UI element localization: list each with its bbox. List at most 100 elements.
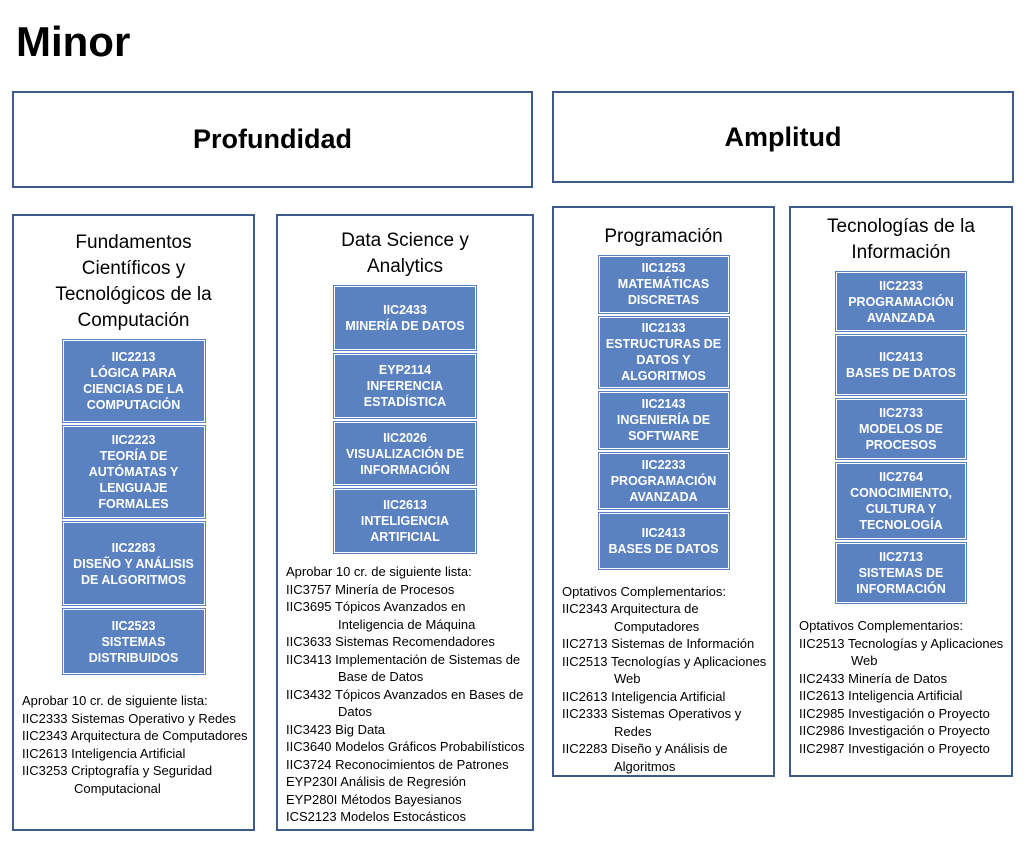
course-box: IIC2613 INTELIGENCIA ARTIFICIAL [333, 488, 477, 554]
item-name: Investigación o Proyecto [848, 705, 990, 721]
item-code: EYP280I [286, 791, 338, 807]
course-box: IIC2733 MODELOS DE PROCESOS [835, 398, 967, 460]
group-header: Amplitud [552, 91, 1014, 183]
item-code: EYP230I [286, 774, 338, 789]
course-name: PROGRAMACIÓN AVANZADA [848, 294, 954, 325]
course-name: INFERENCIA ESTADÍSTICA [363, 379, 447, 409]
item-code: IIC3423 [286, 721, 332, 737]
course-box: IIC2133 ESTRUCTURAS DE DATOS Y ALGORITMOS [597, 315, 730, 389]
course-name: BASES DE DATOS [608, 541, 719, 556]
item-name: Investigación o Proyecto [848, 723, 990, 738]
item-code: IIC3413 [286, 651, 332, 667]
course-name: MINERÍA DE DATOS [345, 319, 465, 333]
item-name: Investigación o Proyecto [848, 740, 990, 756]
item-code: IIC2283 [562, 741, 608, 756]
list-item: EYP230I Análisis de Regresión [286, 773, 528, 791]
course-box: IIC2413 BASES DE DATOS [835, 334, 967, 396]
course-box: IIC2233 PROGRAMACIÓN AVANZADA [835, 271, 967, 332]
list-title: Optativos Complementarios: [562, 583, 727, 599]
course-name: BASES DE DATOS [846, 366, 956, 380]
item-name: Tecnologías y Aplicaciones Web [847, 635, 1004, 669]
item-code: IIC3633 [286, 634, 332, 649]
course-code: IIC2733 [879, 406, 923, 420]
item-code: IIC2333 [562, 706, 608, 721]
item-name: Reconocimientos de Patrones [335, 756, 509, 772]
group-header: Profundidad [12, 91, 533, 188]
course-name: PROGRAMACIÓN AVANZADA [610, 473, 717, 504]
page-title: Minor [16, 18, 131, 65]
column-title: Programación [604, 226, 723, 247]
list-item: IIC3423 Big Data [286, 721, 528, 739]
course-code: IIC2223 [111, 433, 156, 447]
item-code: IIC3253 [22, 763, 68, 778]
item-code: IIC2433 [799, 670, 845, 686]
list-item: IIC3695 Tópicos Avanzados en Inteligenci… [286, 598, 528, 633]
item-name: Sistemas Recomendadores [335, 634, 495, 649]
list-item: EYP280I Métodos Bayesianos [286, 791, 528, 809]
course-code: EYP2114 [378, 363, 432, 377]
list-item: IIC2986 Investigación o Proyecto [799, 722, 1007, 740]
course-code: IIC2233 [641, 457, 686, 472]
course-code: IIC2283 [111, 540, 156, 555]
course-name: INGENIERÍA DE SOFTWARE [616, 413, 711, 444]
item-name: Minería de Datos [848, 670, 948, 686]
item-code: IIC2613 [562, 688, 608, 704]
list-item: IIC2713 Sistemas de Información [562, 635, 769, 653]
item-name: Sistemas Operativos y Redes [611, 706, 742, 739]
list-item: IIC2513 Tecnologías y Aplicaciones Web [562, 653, 769, 688]
column-title: Fundamentos Científicos y Tecnológicos d… [55, 232, 212, 331]
item-code: ICS2123 [286, 809, 337, 824]
list-item: IIC3432 Tópicos Avanzados en Bases de Da… [286, 686, 528, 721]
column-title: Data Science y Analytics [341, 230, 469, 277]
course-name: TEORÍA DE AUTÓMATAS Y LENGUAJE FORMALES [88, 449, 179, 511]
list-item: IIC3633 Sistemas Recomendadores [286, 633, 528, 651]
item-name: Criptografía y Seguridad Computacional [71, 763, 213, 796]
item-code: IIC2333 [22, 710, 68, 726]
course-name: INTELIGENCIA ARTIFICIAL [360, 514, 450, 544]
course-code: IIC2523 [111, 618, 156, 633]
elective-list: Aprobar 10 cr. de siguiente lista: IIC375… [278, 563, 532, 826]
course-box: IIC2143 INGENIERÍA DE SOFTWARE [597, 390, 730, 450]
item-name: Inteligencia Artificial [611, 688, 726, 704]
list-title: Aprobar 10 cr. de siguiente lista: [286, 564, 472, 579]
course-code: IIC2764 [879, 470, 923, 484]
list-item: IIC3724 Reconocimientos de Patrones [286, 756, 528, 774]
item-name: Implementación de Sistemas de Base de Da… [335, 651, 521, 685]
list-item: IIC2613 Inteligencia Artificial [799, 687, 1007, 705]
item-code: IIC2613 [22, 745, 68, 761]
item-name: Métodos Bayesianos [340, 791, 462, 807]
item-code: IIC2986 [799, 723, 845, 738]
course-code: IIC2213 [111, 350, 156, 364]
item-code: IIC3432 [286, 686, 332, 702]
item-code: IIC3640 [286, 739, 332, 754]
course-name: SISTEMAS DISTRIBUIDOS [88, 634, 179, 665]
item-name: Sistemas de Información [611, 636, 755, 651]
list-item: IIC3413 Implementación de Sistemas de Ba… [286, 651, 528, 686]
column: Fundamentos Científicos y Tecnológicos d… [12, 214, 255, 831]
item-name: Arquitectura de Computadores [610, 601, 700, 634]
course-box: IIC2713 SISTEMAS DE INFORMACIÓN [835, 542, 967, 604]
list-item: IIC2333 Sistemas Operativo y Redes [22, 710, 249, 728]
item-name: Tópicos Avanzados en Bases de Datos [334, 686, 524, 720]
course-box: IIC2413 BASES DE DATOS [597, 511, 730, 570]
elective-list: Optativos Complementarios: IIC2513 Tecnol… [791, 617, 1011, 757]
item-name: Minería de Procesos [335, 581, 455, 597]
course-box: IIC2523 SISTEMAS DISTRIBUIDOS [61, 608, 206, 675]
item-name: Inteligencia Artificial [848, 688, 963, 703]
item-name: Modelos Gráficos Probabilísticos [335, 739, 525, 754]
list-item: IIC3640 Modelos Gráficos Probabilísticos [286, 738, 528, 756]
list-item: IIC2987 Investigación o Proyecto [799, 740, 1007, 758]
course-code: IIC2713 [879, 550, 923, 564]
list-item: IIC2613 Inteligencia Artificial [562, 688, 769, 706]
course-code: IIC2143 [641, 397, 686, 412]
course-name: MATEMÁTICAS DISCRETAS [617, 277, 710, 308]
item-code: IIC2613 [799, 688, 845, 703]
elective-list: Optativos Complementarios: IIC2343 Arquit… [554, 583, 773, 776]
list-item: IIC3253 Criptografía y Seguridad Computa… [22, 762, 249, 797]
course-box: IIC2233 PROGRAMACIÓN AVANZADA [597, 451, 730, 510]
column: Programación IIC1253 MATEMÁTICAS DISCRETAS… [552, 206, 775, 777]
course-box: IIC2213 LÓGICA PARA CIENCIAS DE LA COMPUT… [61, 339, 206, 423]
list-item: IIC2283 Diseño y Análisis de Algoritmos [562, 740, 769, 775]
item-code: IIC2713 [562, 636, 608, 651]
